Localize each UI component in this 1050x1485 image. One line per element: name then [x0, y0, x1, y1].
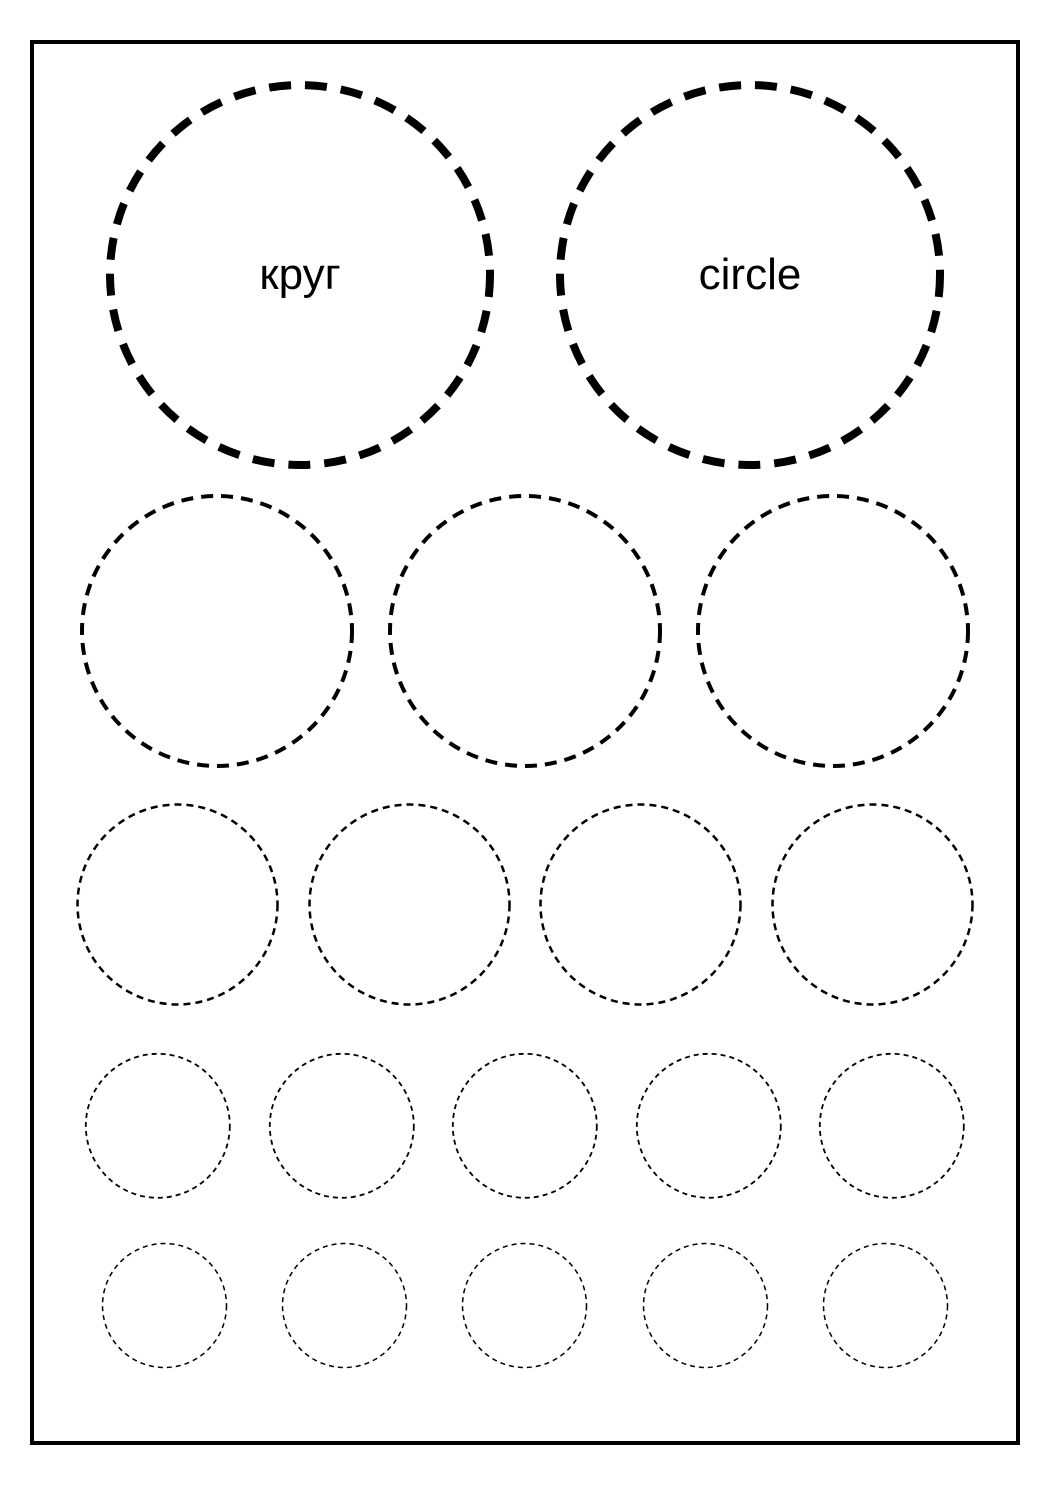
- circle-icon: [266, 1050, 418, 1202]
- circle-icon: [633, 1050, 785, 1202]
- traceable-circle: [820, 1240, 951, 1371]
- circle-icon: [768, 800, 977, 1009]
- traceable-circle: круг: [100, 75, 500, 475]
- traceable-circle: [279, 1240, 410, 1371]
- traceable-circle: [99, 1240, 230, 1371]
- traceable-circle: [640, 1240, 771, 1371]
- traceable-circle: [76, 490, 358, 772]
- traceable-circle: [459, 1240, 590, 1371]
- circle-icon: [99, 1240, 230, 1371]
- circle-row: [0, 490, 1050, 772]
- traceable-circle: [768, 800, 977, 1009]
- circle-icon: [76, 490, 358, 772]
- traceable-circle: [536, 800, 745, 1009]
- circle-icon: [384, 490, 666, 772]
- circle-icon: [692, 490, 974, 772]
- traceable-circle: [633, 1050, 785, 1202]
- traceable-circle: [305, 800, 514, 1009]
- circle-icon: [279, 1240, 410, 1371]
- circle-icon: [816, 1050, 968, 1202]
- circle-row: [0, 1050, 1050, 1202]
- circle-row: круг circle: [0, 75, 1050, 475]
- label-right: circle: [699, 250, 802, 300]
- circle-icon: [82, 1050, 234, 1202]
- label-left: круг: [259, 250, 340, 300]
- circle-row: [0, 1240, 1050, 1371]
- circle-icon: [536, 800, 745, 1009]
- circle-icon: [640, 1240, 771, 1371]
- circle-icon: [73, 800, 282, 1009]
- traceable-circle: [82, 1050, 234, 1202]
- circle-icon: [820, 1240, 951, 1371]
- traceable-circle: [692, 490, 974, 772]
- circle-row: [0, 800, 1050, 1009]
- traceable-circle: [449, 1050, 601, 1202]
- traceable-circle: circle: [550, 75, 950, 475]
- traceable-circle: [384, 490, 666, 772]
- traceable-circle: [266, 1050, 418, 1202]
- circle-icon: [449, 1050, 601, 1202]
- circle-icon: [305, 800, 514, 1009]
- traceable-circle: [816, 1050, 968, 1202]
- traceable-circle: [73, 800, 282, 1009]
- circle-icon: [459, 1240, 590, 1371]
